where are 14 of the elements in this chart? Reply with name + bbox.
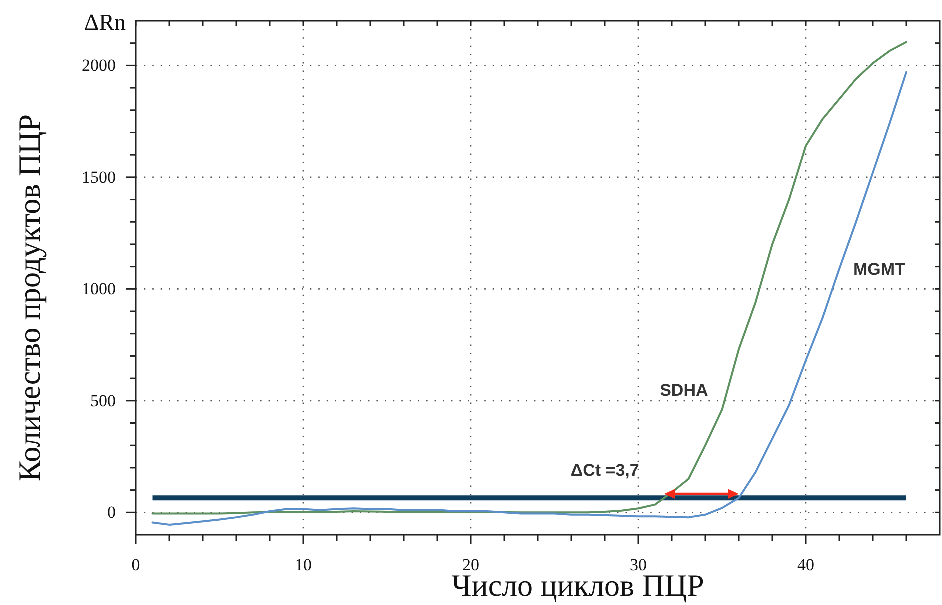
y-axis-title: Количество продуктов ПЦР [12, 114, 47, 482]
y-tick-label: 500 [90, 391, 116, 410]
y-tick-label: 1500 [82, 168, 116, 187]
y-tick-label: 0 [108, 503, 116, 522]
annotation: ΔCt =3,7 [570, 461, 640, 480]
x-tick-label: 40 [798, 555, 814, 574]
series-label: MGMT [854, 260, 906, 280]
text: ΔRn [84, 10, 126, 35]
y-tick-label: 1000 [82, 280, 116, 299]
x-tick-label: 30 [630, 555, 647, 574]
x-tick-label: 10 [295, 555, 312, 574]
x-tick-label: 0 [132, 555, 140, 574]
series-label: SDHA [660, 380, 708, 400]
y-tick-label: 2000 [82, 56, 116, 76]
